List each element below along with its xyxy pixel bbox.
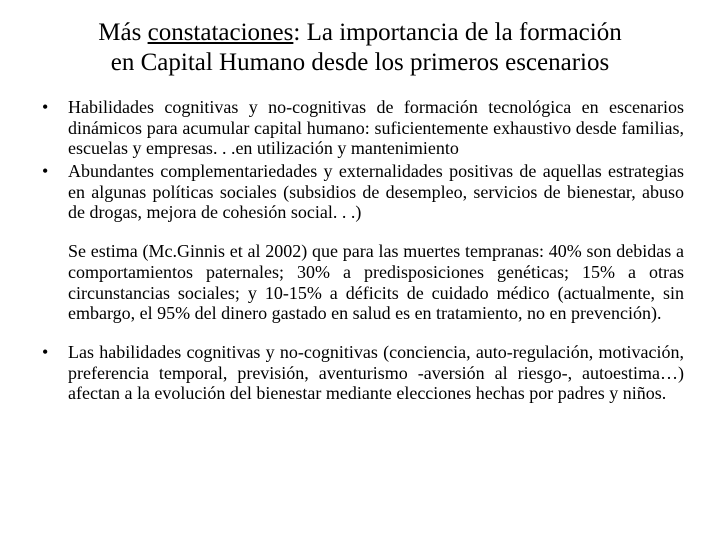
slide-title: Más constataciones: La importancia de la… bbox=[36, 18, 684, 77]
list-item: Abundantes complementariedades y externa… bbox=[36, 161, 684, 223]
slide: Más constataciones: La importancia de la… bbox=[0, 0, 720, 540]
title-line1-prefix: Más bbox=[98, 19, 147, 46]
list-item: Las habilidades cognitivas y no-cognitiv… bbox=[36, 342, 684, 404]
title-line1-underlined: constataciones bbox=[148, 19, 294, 46]
title-line2: en Capital Humano desde los primeros esc… bbox=[111, 49, 609, 76]
list-item: Habilidades cognitivas y no-cognitivas d… bbox=[36, 97, 684, 159]
bullet-list-a: Habilidades cognitivas y no-cognitivas d… bbox=[36, 97, 684, 223]
paragraph: Se estima (Mc.Ginnis et al 2002) que par… bbox=[36, 241, 684, 324]
title-line1-suffix: : La importancia de la formación bbox=[293, 19, 621, 46]
bullet-list-b: Las habilidades cognitivas y no-cognitiv… bbox=[36, 342, 684, 404]
